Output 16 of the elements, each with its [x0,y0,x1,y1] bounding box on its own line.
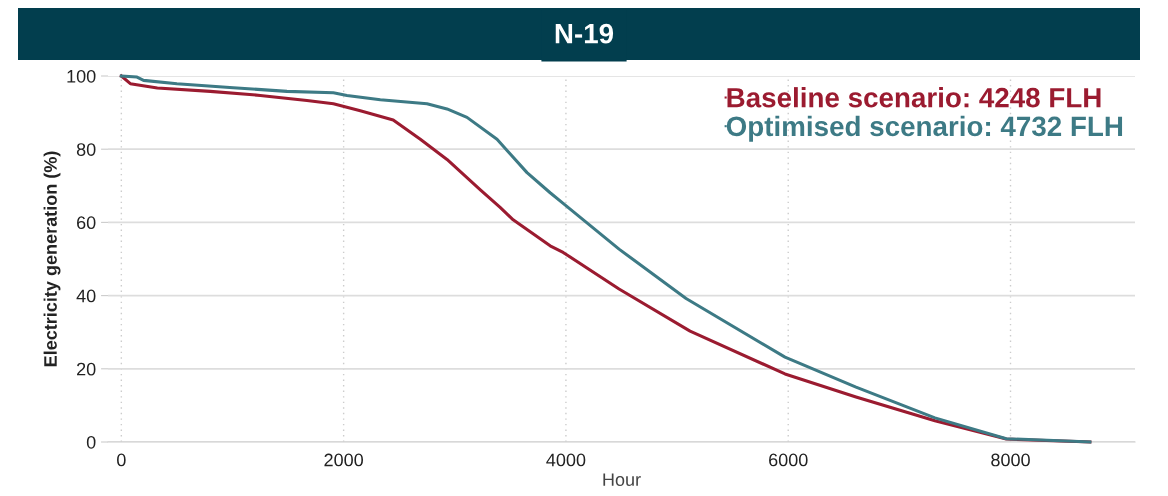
x-tick-label: 4000 [546,453,586,467]
x-axis-title: Hour [603,473,641,486]
y-tick-label: 0 [86,435,96,449]
legend-label: Baseline scenario: 4248 FLH [727,87,1101,108]
legend-label: Optimised scenario: 4732 FLH [726,115,1123,142]
y-tick-label: 40 [76,289,96,303]
y-axis-title: Electricity generation (%) [43,151,61,367]
x-tick-label: 6000 [769,453,808,467]
y-tick-label: 100 [67,69,96,83]
x-tick-label: 2000 [324,453,364,467]
x-tick-label: 8000 [991,453,1030,467]
y-tick-label: 20 [77,362,96,376]
chart-title: N-19 [555,23,614,44]
x-tick-label: 0 [117,453,126,467]
y-tick-label: 80 [76,143,96,156]
y-tick-label: 60 [77,216,96,230]
